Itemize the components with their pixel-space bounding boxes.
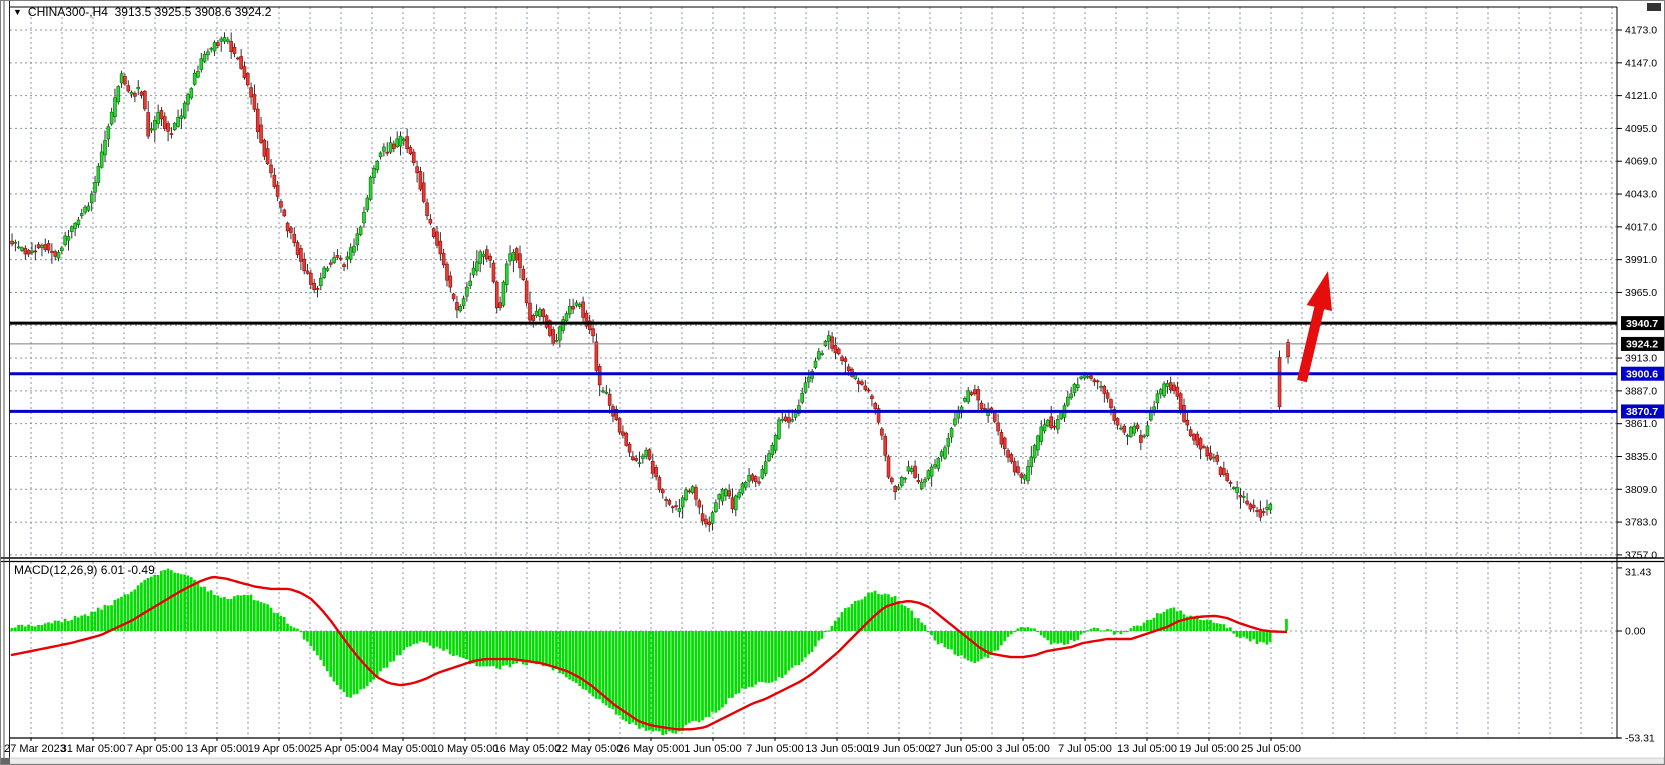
price-tick-label: 4069.0 [1625, 156, 1657, 168]
macd-tick-label: 31.43 [1625, 567, 1651, 579]
price-tick-label: 3913.0 [1625, 353, 1657, 365]
chart-shift-marker[interactable] [1647, 3, 1661, 11]
price-axis[interactable]: 4173.0 4147.0 4121.0 4095.0 4069.0 4043.0 4017… [1617, 25, 1664, 745]
candles-layer [10, 32, 1290, 532]
time-tick-label: 31 Mar 05:00 [61, 743, 126, 755]
time-tick-label: 22 May 05:00 [556, 743, 623, 755]
time-tick-label: 16 May 05:00 [494, 743, 561, 755]
time-tick-label: 27 Mar 2023 [4, 743, 66, 755]
time-tick-label: 19 Jul 05:00 [1179, 743, 1239, 755]
up-arrow-annotation[interactable] [1297, 271, 1332, 383]
macd-tick-label: -53.31 [1625, 732, 1655, 744]
time-tick-label: 13 Jun 05:00 [805, 743, 869, 755]
price-tick-label: 3861.0 [1625, 418, 1657, 430]
time-tick-label: 19 Jun 05:00 [867, 743, 931, 755]
price-badge [1621, 336, 1664, 351]
price-tick-label: 4147.0 [1625, 57, 1657, 69]
time-tick-label: 7 Jun 05:00 [746, 743, 804, 755]
time-tick-label: 25 Jul 05:00 [1241, 743, 1301, 755]
price-badge [1621, 404, 1664, 419]
price-tick-label: 4173.0 [1625, 25, 1657, 37]
macd-tick-label: 0.00 [1625, 626, 1646, 638]
time-tick-label: 7 Apr 05:00 [127, 743, 183, 755]
macd-indicator-label: MACD(12,26,9) 6.01 -0.49 [14, 563, 155, 577]
price-badge-label: 3940.7 [1626, 318, 1658, 330]
chart-title: ▼ CHINA300-,H4 3913.5 3925.5 3908.6 3924.… [13, 5, 271, 19]
time-tick-label: 3 Jul 05:00 [996, 743, 1050, 755]
price-badge [1621, 366, 1664, 381]
symbol-dropdown-icon[interactable]: ▼ [13, 7, 22, 17]
price-badge [1621, 316, 1664, 331]
time-tick-label: 25 Apr 05:00 [310, 743, 372, 755]
price-badge-label: 3924.2 [1626, 339, 1658, 351]
price-tick-label: 4121.0 [1625, 90, 1657, 102]
price-tick-label: 4043.0 [1625, 189, 1657, 201]
price-tick-label: 4095.0 [1625, 123, 1657, 135]
time-tick-label: 26 May 05:00 [618, 743, 685, 755]
chart-title-text: CHINA300-,H4 3913.5 3925.5 3908.6 3924.2 [27, 5, 272, 19]
levels-layer [10, 321, 1617, 413]
macd-histogram [10, 568, 1288, 736]
price-tick-label: 3835.0 [1625, 451, 1657, 463]
price-tick-label: 3757.0 [1625, 549, 1657, 561]
price-tick-label: 3783.0 [1625, 517, 1657, 529]
price-tick-label: 3887.0 [1625, 385, 1657, 397]
macd-signal-line [10, 575, 1288, 731]
time-tick-label: 4 May 05:00 [373, 743, 434, 755]
time-tick-label: 13 Apr 05:00 [186, 743, 248, 755]
time-tick-label: 1 Jun 05:00 [684, 743, 742, 755]
price-tick-label: 3809.0 [1625, 484, 1657, 496]
price-badge-label: 3870.7 [1626, 406, 1658, 418]
time-tick-label: 27 Jun 05:00 [929, 743, 993, 755]
price-tick-label: 4017.0 [1625, 221, 1657, 233]
price-badge-label: 3900.6 [1626, 368, 1658, 380]
time-tick-label: 7 Jul 05:00 [1058, 743, 1112, 755]
time-tick-label: 19 Apr 05:00 [248, 743, 310, 755]
price-tick-label: 3991.0 [1625, 254, 1657, 266]
price-tick-label: 3965.0 [1625, 287, 1657, 299]
horizontal-scrollbar[interactable] [1, 757, 1664, 764]
time-tick-label: 13 Jul 05:00 [1117, 743, 1177, 755]
time-tick-label: 10 May 05:00 [432, 743, 499, 755]
